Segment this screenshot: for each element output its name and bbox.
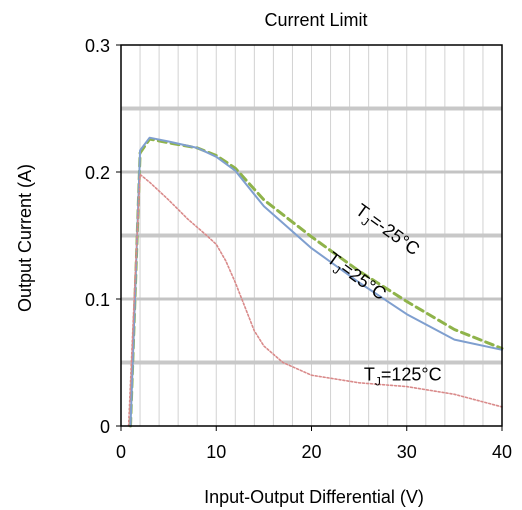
series-line-3: [127, 173, 503, 427]
chart-title: Current Limit: [264, 10, 367, 30]
series-line-1: [129, 137, 504, 428]
series-line-2: [129, 136, 503, 427]
x-tick-label: 30: [397, 442, 417, 462]
series-annotation-1: TJ=-25°C: [350, 200, 424, 263]
x-axis-label: Input-Output Differential (V): [204, 487, 424, 507]
x-tick-label: 10: [206, 442, 226, 462]
y-tick-label: 0.1: [85, 290, 110, 310]
y-axis-label: Output Current (A): [15, 164, 35, 312]
x-tick-label: 40: [492, 442, 512, 462]
axis-layer: 0 10 20 30 40 0 0.1 0.2 0.3: [85, 36, 512, 462]
y-tick-label: 0.3: [85, 36, 110, 56]
series-annotation-3: TJ=125°C: [364, 364, 442, 388]
y-tick-label: 0: [100, 417, 110, 437]
x-tick-label: 20: [301, 442, 321, 462]
grid-layer: [121, 45, 502, 426]
x-tick-label: 0: [116, 442, 126, 462]
y-tick-label: 0.2: [85, 163, 110, 183]
annotation-layer: TJ=-25°CTJ=25°CTJ=125°C: [323, 200, 442, 389]
series-layer: [127, 136, 504, 428]
